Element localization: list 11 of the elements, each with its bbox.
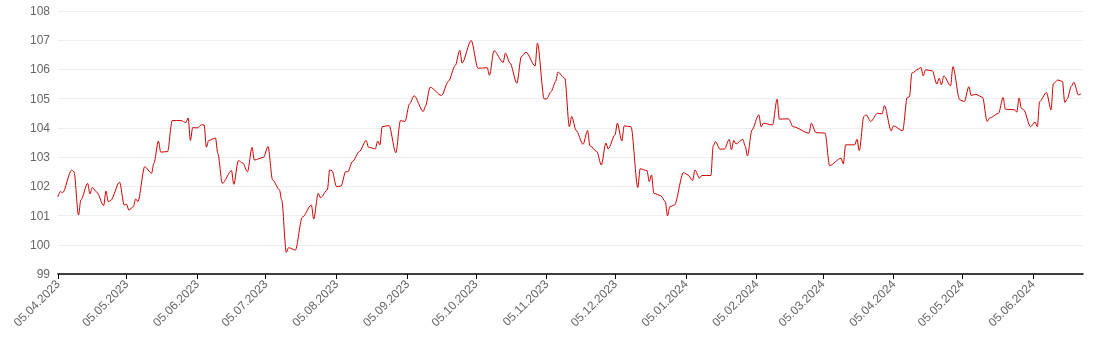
- y-tick-label: 106: [29, 62, 51, 77]
- line-series: [57, 40, 1082, 253]
- y-tick-label: 108: [29, 4, 51, 18]
- y-tick-label: 107: [29, 33, 51, 48]
- y-tick-label: 104: [29, 120, 51, 135]
- y-tick-label: 100: [29, 237, 51, 252]
- y-tick-label: 101: [29, 208, 51, 223]
- y-tick-label: 99: [36, 267, 51, 281]
- y-tick-label: 105: [29, 91, 51, 106]
- y-tick-label: 102: [29, 179, 51, 194]
- y-tick-label: 103: [29, 150, 51, 165]
